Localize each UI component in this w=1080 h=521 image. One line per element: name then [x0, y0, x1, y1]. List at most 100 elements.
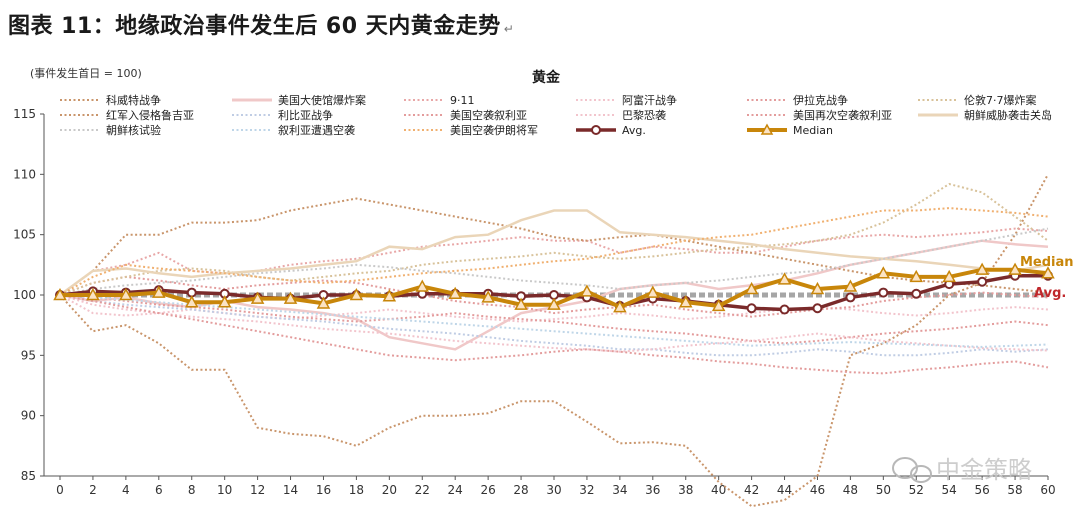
- median-marker: [514, 297, 528, 310]
- median-marker: [975, 262, 989, 275]
- legend-label: 朝鲜威胁袭击关岛: [964, 108, 1052, 122]
- legend-label: 叙利亚遭遇空袭: [278, 123, 355, 137]
- x-tick-label: 24: [448, 483, 463, 497]
- median-marker: [86, 287, 100, 301]
- median-marker: [382, 289, 397, 302]
- legend-label: 红军入侵格鲁吉亚: [106, 108, 194, 122]
- avg-marker: [812, 303, 823, 314]
- y-tick-label: 85: [21, 469, 36, 483]
- median-marker: [580, 284, 594, 297]
- x-tick-label: 44: [777, 483, 792, 497]
- x-tick-label: 28: [513, 483, 528, 497]
- series-line-伦敦7·7爆炸案: [59, 182, 1049, 296]
- median-marker: [646, 285, 660, 298]
- median-marker: [744, 281, 759, 295]
- series-line-美国空袭叙利亚: [59, 294, 1049, 345]
- legend-label: 科威特战争: [106, 93, 161, 107]
- median-marker: [184, 295, 199, 308]
- x-tick-label: 14: [283, 483, 298, 497]
- x-tick-label: 0: [56, 483, 64, 497]
- x-tick-label: 40: [711, 483, 726, 497]
- median-marker: [909, 269, 924, 283]
- x-tick-label: 46: [810, 483, 825, 497]
- median-marker: [152, 285, 166, 298]
- x-tick-label: 16: [316, 483, 331, 497]
- avg-marker: [779, 304, 790, 315]
- avg-marker: [911, 288, 922, 299]
- legend-label: Median: [793, 124, 833, 137]
- wechat-icon-bubble: [910, 465, 932, 483]
- series-line-阿富汗战争: [59, 294, 1049, 323]
- legend: 科威特战争 美国大使馆爆炸案 9·11 阿富汗战争 伊拉克战争 伦敦7·7爆炸案红军入侵格…: [60, 93, 1052, 137]
- x-tick-label: 38: [678, 483, 693, 497]
- x-tick-label: 32: [579, 483, 594, 497]
- median-marker: [217, 295, 232, 308]
- median-marker: [876, 266, 891, 279]
- legend-label: 巴黎恐袭: [622, 108, 666, 122]
- median-marker: [250, 291, 265, 304]
- x-tick-label: 36: [645, 483, 660, 497]
- median-marker: [119, 287, 133, 301]
- x-tick-label: 30: [546, 483, 561, 497]
- series-line-朝鲜核试验: [59, 227, 1049, 296]
- x-tick-label: 34: [612, 483, 627, 497]
- x-tick-label: 12: [250, 483, 265, 497]
- legend-label: Avg.: [622, 124, 646, 137]
- legend-label: 伦敦7·7爆炸案: [964, 93, 1037, 107]
- legend-label: 9·11: [450, 94, 475, 107]
- x-tick-label: 18: [349, 483, 364, 497]
- x-tick-label: 48: [843, 483, 858, 497]
- median-end-label: Median: [1020, 255, 1074, 270]
- series-line-叙利亚遭遇空袭: [59, 294, 1049, 348]
- avg-marker: [746, 303, 757, 314]
- legend-label: 阿富汗战争: [622, 93, 677, 107]
- chart-title: 黄金: [532, 69, 561, 86]
- x-tick-label: 50: [876, 483, 891, 497]
- median-marker: [448, 286, 462, 300]
- avg-marker: [845, 292, 856, 303]
- median-marker: [547, 297, 561, 310]
- y-tick-label: 110: [13, 167, 36, 181]
- x-tick-label: 56: [974, 483, 989, 497]
- median-marker: [613, 300, 627, 313]
- y-tick-label: 115: [13, 107, 36, 121]
- legend-avg-marker: [591, 125, 601, 135]
- x-tick-label: 20: [382, 483, 397, 497]
- legend-label: 美国再次空袭叙利亚: [793, 108, 892, 122]
- x-tick-label: 6: [155, 483, 163, 497]
- median-marker: [942, 269, 956, 283]
- series-line-利比亚战争: [59, 294, 1049, 357]
- y-tick-label: 100: [13, 288, 36, 302]
- legend-label: 朝鲜核试验: [106, 123, 161, 137]
- series-lines: [53, 173, 1055, 508]
- median-marker: [678, 295, 693, 308]
- return-mark-icon: ↵: [503, 22, 515, 36]
- y-tick-label: 90: [21, 409, 36, 423]
- median-marker: [843, 279, 858, 292]
- x-tick-label: 52: [909, 483, 924, 497]
- avg-marker: [878, 287, 889, 298]
- median-marker: [415, 279, 430, 292]
- wechat-icon: [892, 457, 918, 479]
- median-marker: [481, 290, 495, 303]
- median-marker: [316, 296, 331, 309]
- median-marker: [349, 287, 364, 301]
- series-line-科威特战争: [59, 173, 1049, 508]
- series-line-9·11: [59, 227, 1049, 296]
- median-marker: [53, 287, 67, 301]
- x-tick-label: 2: [89, 483, 97, 497]
- series-line-美国再次空袭叙利亚: [59, 294, 1049, 375]
- median-marker: [810, 281, 825, 295]
- x-tick-label: 42: [744, 483, 759, 497]
- x-tick-label: 22: [415, 483, 430, 497]
- watermark-text: 中金策略: [936, 456, 1032, 484]
- end-labels: Median Avg.: [1020, 255, 1074, 301]
- y-tick-label: 105: [13, 228, 36, 242]
- x-tick-label: 60: [1040, 483, 1055, 497]
- x-tick-label: 10: [217, 483, 232, 497]
- x-tick-label: 8: [188, 483, 196, 497]
- legend-label: 美国空袭伊朗将军: [450, 123, 538, 137]
- avg-end-label: Avg.: [1034, 286, 1066, 301]
- series-line-美国空袭伊朗将军: [59, 207, 1049, 296]
